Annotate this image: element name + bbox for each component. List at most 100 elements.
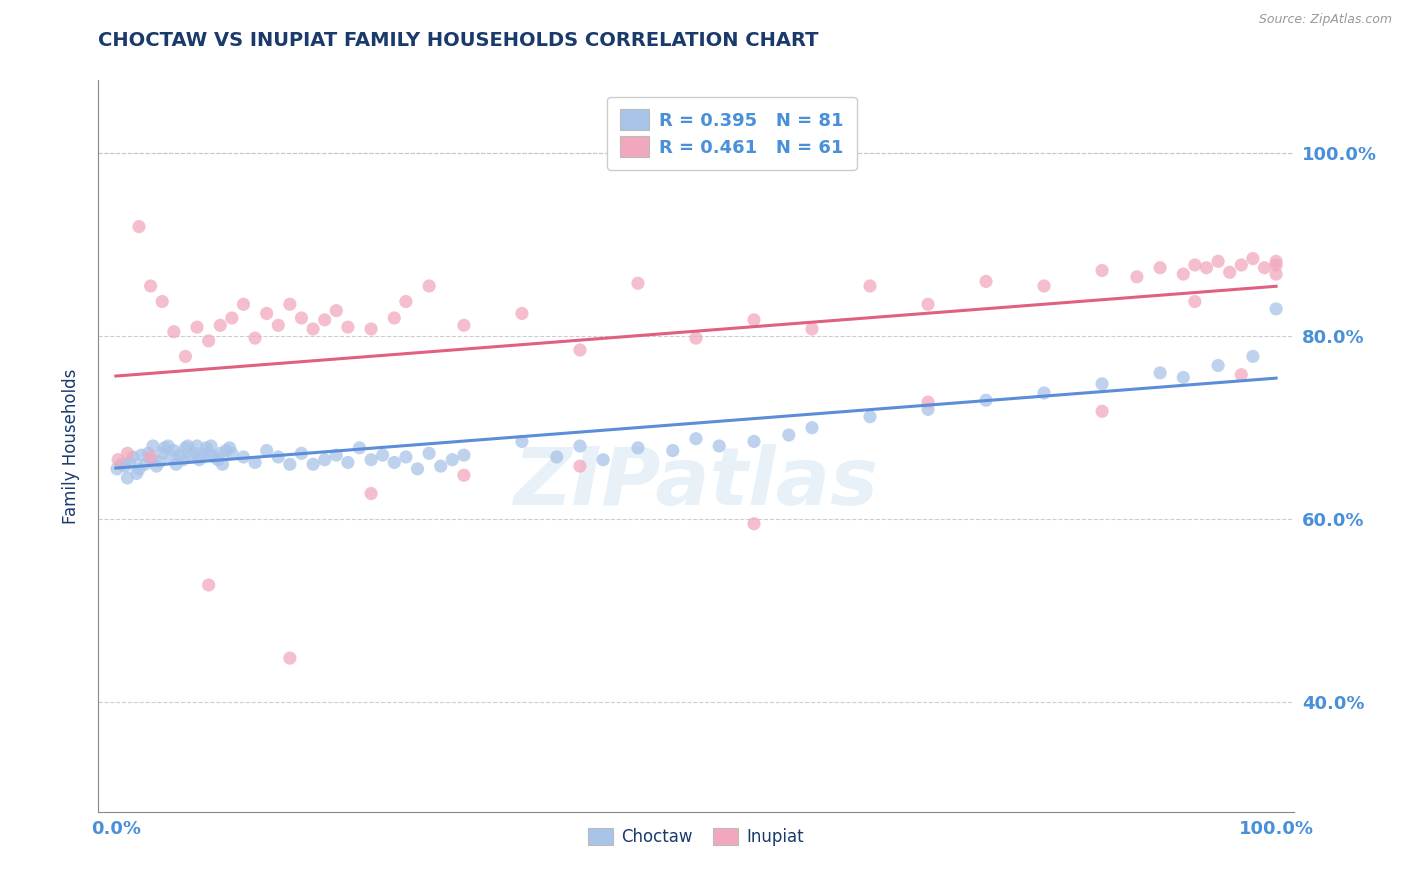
Point — [1149, 366, 1171, 380]
Point — [209, 318, 232, 333]
Point — [1033, 386, 1056, 401]
Point — [336, 320, 359, 334]
Point — [188, 452, 211, 467]
Point — [200, 439, 222, 453]
Point — [197, 446, 219, 460]
Point — [382, 311, 405, 326]
Point — [406, 462, 429, 476]
Point — [395, 450, 418, 464]
Point — [974, 275, 997, 289]
Point — [107, 452, 129, 467]
Point — [360, 452, 382, 467]
Point — [142, 439, 165, 453]
Point — [418, 279, 440, 293]
Point — [195, 441, 218, 455]
Point — [290, 446, 312, 460]
Point — [145, 459, 167, 474]
Point — [157, 439, 180, 453]
Point — [325, 448, 347, 462]
Point — [1230, 368, 1253, 382]
Point — [204, 450, 226, 464]
Point — [336, 455, 359, 469]
Point — [627, 441, 650, 455]
Point — [221, 446, 243, 460]
Point — [1206, 359, 1229, 373]
Point — [685, 331, 707, 345]
Point — [510, 434, 533, 449]
Point — [232, 450, 254, 464]
Point — [1195, 260, 1218, 275]
Legend: Choctaw, Inupiat: Choctaw, Inupiat — [579, 820, 813, 855]
Point — [243, 455, 266, 469]
Point — [160, 450, 183, 464]
Point — [186, 439, 208, 453]
Point — [267, 318, 290, 333]
Point — [510, 306, 533, 320]
Point — [118, 455, 141, 469]
Point — [150, 446, 173, 460]
Point — [218, 441, 240, 455]
Point — [1253, 260, 1275, 275]
Point — [169, 448, 191, 462]
Point — [290, 311, 312, 326]
Point — [395, 294, 418, 309]
Point — [974, 393, 997, 408]
Point — [172, 452, 194, 467]
Point — [1230, 258, 1253, 272]
Text: CHOCTAW VS INUPIAT FAMILY HOUSEHOLDS CORRELATION CHART: CHOCTAW VS INUPIAT FAMILY HOUSEHOLDS COR… — [98, 31, 818, 50]
Point — [302, 322, 325, 336]
Point — [139, 279, 162, 293]
Point — [1173, 370, 1195, 384]
Point — [1184, 294, 1206, 309]
Point — [1219, 265, 1241, 279]
Point — [742, 434, 765, 449]
Point — [742, 313, 765, 327]
Point — [139, 452, 162, 467]
Point — [117, 446, 139, 460]
Point — [1091, 376, 1114, 391]
Point — [128, 462, 150, 476]
Point — [661, 443, 683, 458]
Point — [197, 578, 219, 592]
Point — [105, 462, 128, 476]
Point — [859, 409, 882, 424]
Point — [453, 448, 475, 462]
Point — [1126, 269, 1149, 284]
Point — [111, 457, 134, 471]
Point — [546, 450, 568, 464]
Point — [174, 350, 197, 364]
Point — [163, 325, 186, 339]
Point — [302, 457, 325, 471]
Point — [221, 311, 243, 326]
Y-axis label: Family Households: Family Households — [62, 368, 80, 524]
Point — [742, 516, 765, 531]
Point — [1184, 258, 1206, 272]
Point — [211, 457, 233, 471]
Point — [1206, 254, 1229, 268]
Point — [186, 320, 208, 334]
Point — [267, 450, 290, 464]
Point — [418, 446, 440, 460]
Text: ZIPatlas: ZIPatlas — [513, 443, 879, 522]
Point — [150, 294, 173, 309]
Text: Source: ZipAtlas.com: Source: ZipAtlas.com — [1258, 13, 1392, 27]
Point — [1241, 252, 1264, 266]
Point — [278, 651, 301, 665]
Point — [1265, 258, 1288, 272]
Point — [429, 459, 451, 474]
Point — [177, 439, 200, 453]
Point — [232, 297, 254, 311]
Point — [917, 297, 939, 311]
Point — [592, 452, 614, 467]
Point — [1173, 267, 1195, 281]
Point — [1241, 350, 1264, 364]
Point — [568, 439, 591, 453]
Point — [191, 448, 214, 462]
Point — [243, 331, 266, 345]
Point — [709, 439, 731, 453]
Point — [1091, 263, 1114, 277]
Point — [136, 446, 159, 460]
Point — [1091, 404, 1114, 418]
Point — [801, 421, 824, 435]
Point — [128, 219, 150, 234]
